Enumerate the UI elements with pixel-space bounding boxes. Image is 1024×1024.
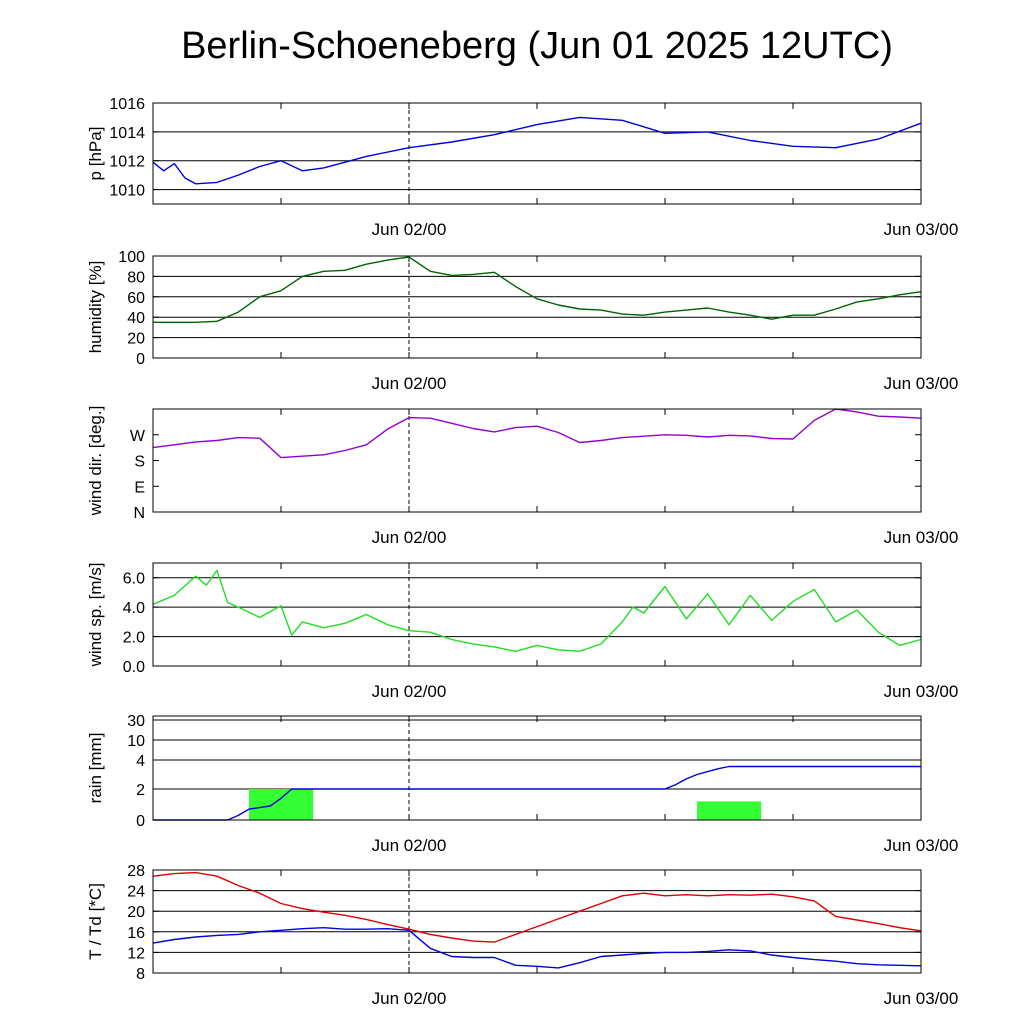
- x-tick-label: Jun 03/00: [884, 836, 959, 855]
- y-tick-label: 0.0: [123, 659, 145, 676]
- y-tick-label: W: [130, 428, 146, 445]
- y-tick-label: 12: [127, 945, 145, 962]
- rain-bar: [249, 789, 313, 820]
- y-tick-label: 4.0: [123, 600, 145, 617]
- y-tick-label: 1012: [109, 154, 145, 171]
- x-tick-label: Jun 03/00: [884, 528, 959, 547]
- y-tick-label: 20: [127, 904, 145, 921]
- y-tick-label: 16: [127, 925, 145, 942]
- y-axis-label: wind dir. [deg.]: [86, 406, 105, 517]
- y-tick-label: 30: [127, 713, 145, 730]
- rain_total-line: [153, 765, 921, 821]
- y-tick-label: 6.0: [123, 571, 145, 588]
- y-axis-label: T / Td [*C]: [86, 883, 105, 960]
- y-tick-label: 4: [136, 753, 145, 770]
- panel-temperature: 8 12 16 20 24 28 T / Td [*C] Jun 02/00 Jun 03/00: [86, 863, 958, 1008]
- plot-frame: [152, 869, 922, 974]
- panel-wind_speed: 0.0 2.0 4.0 6.0 wind sp. [m/s] Jun 02/00 Jun 0…: [86, 562, 959, 701]
- plot-frame: [152, 102, 922, 205]
- y-tick-label: 28: [127, 863, 145, 880]
- y-axis-label: humidity [%]: [86, 261, 105, 354]
- plot-frame: [152, 255, 922, 359]
- humidity-line: [153, 256, 922, 323]
- y-tick-label: 60: [127, 290, 145, 307]
- temperature-line: [152, 871, 922, 943]
- y-tick-label: 40: [127, 310, 145, 327]
- x-tick-label: Jun 02/00: [372, 528, 447, 547]
- panel-humidity: 0 20 40 60 80 100 humidity [%] Jun 02/00 Jun 03/…: [86, 249, 958, 393]
- y-tick-label: 20: [127, 331, 145, 348]
- x-tick-label: Jun 02/00: [372, 220, 447, 239]
- x-tick-label: Jun 03/00: [884, 220, 959, 239]
- y-tick-label: 10: [127, 733, 145, 750]
- y-tick-label: N: [133, 505, 145, 522]
- y-tick-label: 8: [136, 966, 145, 983]
- x-tick-label: Jun 02/00: [372, 374, 447, 393]
- x-tick-label: Jun 03/00: [884, 989, 959, 1008]
- y-tick-label: 24: [127, 884, 145, 901]
- panel-rain: 0 2 4 10 30 rain [mm] Jun 02/00 Jun 03/00: [86, 713, 958, 855]
- y-tick-label: 100: [118, 249, 145, 266]
- x-tick-label: Jun 02/00: [372, 989, 447, 1008]
- y-tick-label: 1014: [109, 125, 145, 142]
- y-axis-label: wind sp. [m/s]: [86, 563, 105, 668]
- chart-title: Berlin-Schoeneberg (Jun 01 2025 12UTC): [181, 25, 893, 67]
- plot-frame: [152, 562, 922, 667]
- y-tick-label: S: [134, 454, 145, 471]
- x-tick-label: Jun 03/00: [884, 374, 959, 393]
- y-axis-label: rain [mm]: [86, 733, 105, 804]
- y-tick-label: 0: [136, 813, 145, 830]
- y-tick-label: 1010: [109, 183, 145, 200]
- y-tick-label: 2: [136, 782, 145, 799]
- y-tick-label: E: [134, 479, 145, 496]
- pressure-line: [152, 116, 922, 185]
- x-tick-label: Jun 02/00: [372, 682, 447, 701]
- wind_dir-line: [152, 408, 922, 459]
- dewpoint-line: [152, 927, 922, 969]
- x-tick-label: Jun 03/00: [884, 682, 959, 701]
- rain-bar: [697, 801, 761, 820]
- y-axis-label: p [hPa]: [86, 127, 105, 181]
- x-tick-label: Jun 02/00: [372, 836, 447, 855]
- plot-frame: [152, 715, 922, 821]
- y-tick-label: 2.0: [123, 630, 145, 647]
- y-tick-label: 80: [127, 269, 145, 286]
- plot-frame: [152, 408, 922, 513]
- wind_speed-line: [152, 569, 922, 652]
- y-tick-label: 0: [136, 351, 145, 368]
- y-tick-label: 1016: [109, 96, 145, 113]
